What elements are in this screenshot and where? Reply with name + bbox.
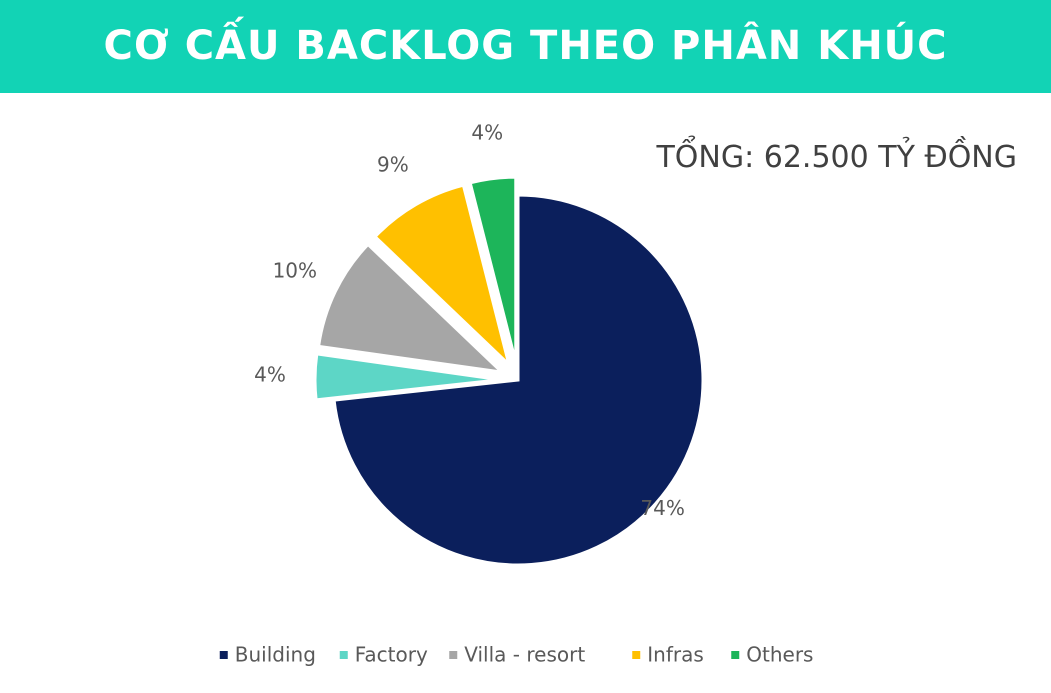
legend-label: Building <box>235 643 316 667</box>
pie-slice <box>468 175 518 363</box>
legend-swatch <box>449 651 458 659</box>
subtitle: TỔNG: 62.500 TỶ ĐỒNG <box>656 140 1017 175</box>
pie-slice <box>372 183 512 370</box>
legend-swatch <box>219 651 228 659</box>
pie-slice <box>332 193 705 567</box>
legend-swatch <box>339 651 348 659</box>
data-label: 74% <box>640 496 684 520</box>
data-label: 9% <box>377 152 409 176</box>
title-band <box>0 0 1051 93</box>
chart-title: CƠ CẤU BACKLOG THEO PHÂN KHÚC <box>103 23 948 69</box>
pie-slice <box>313 352 501 402</box>
legend-label: Infras <box>647 643 704 667</box>
legend-swatch <box>632 651 641 659</box>
data-label: 10% <box>273 258 317 282</box>
legend-label: Villa - resort <box>464 643 585 667</box>
legend-swatch <box>731 651 740 659</box>
data-label: 4% <box>471 120 503 144</box>
data-label: 4% <box>254 363 286 387</box>
legend-label: Others <box>746 643 813 667</box>
legend-label: Factory <box>355 643 428 667</box>
pie-slice <box>316 242 507 375</box>
